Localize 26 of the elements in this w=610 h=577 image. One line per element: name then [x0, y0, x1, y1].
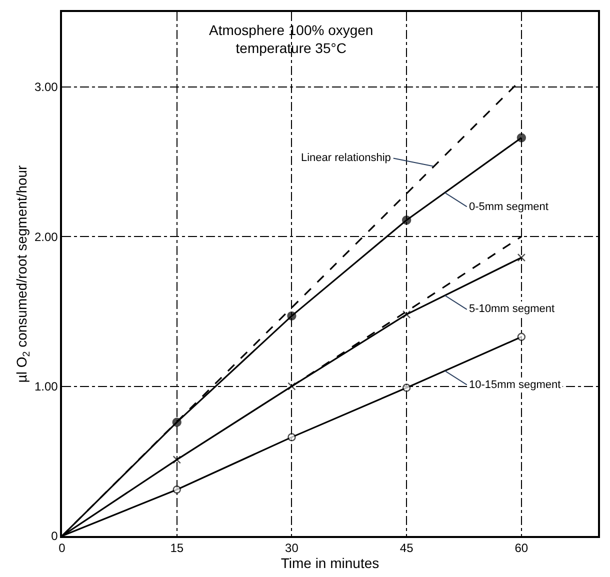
point — [287, 311, 296, 321]
y-tick-label: 0 — [51, 529, 58, 544]
point — [402, 216, 412, 225]
x-tick-label: 15 — [170, 541, 184, 556]
point — [172, 418, 182, 427]
text: Atmosphere 100% oxygen temperature 35°C — [209, 22, 374, 56]
point — [288, 382, 296, 390]
point — [517, 332, 526, 341]
x-tick-label: 45 — [400, 541, 414, 556]
series-label: 0-5mm segment — [469, 201, 548, 213]
point — [172, 485, 181, 494]
annotation: Linear relationship — [301, 152, 391, 164]
point — [402, 310, 411, 319]
point — [288, 433, 296, 442]
point — [517, 253, 526, 262]
y-tick-label: 1.00 — [34, 379, 58, 394]
point — [402, 384, 411, 392]
series-label: 10-15mm segment — [469, 379, 561, 391]
x-tick-label: 60 — [514, 541, 528, 556]
point — [172, 456, 181, 464]
x-axis-title: Time in minutes — [280, 555, 380, 572]
x-tick-label: 30 — [285, 541, 299, 556]
y-tick-label: 3.00 — [34, 80, 58, 94]
y-tick-label: 2.00 — [34, 230, 58, 244]
series-label: 5-10mm segment — [469, 303, 555, 315]
point — [516, 133, 526, 142]
